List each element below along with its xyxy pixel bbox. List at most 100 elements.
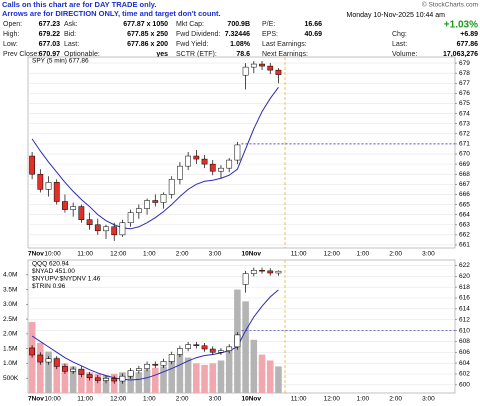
x-tick-label: 12:00 — [324, 396, 341, 403]
x-tick-label: 10:00 — [44, 396, 61, 403]
volume-bar — [176, 354, 184, 393]
candle-body — [275, 69, 282, 75]
volume-bar — [250, 339, 258, 393]
volume-bar — [69, 366, 77, 393]
quote-value: 677.85 x 250 — [127, 31, 168, 38]
y-tick-label: 672 — [459, 131, 470, 138]
quote-value: 78.6 — [236, 51, 250, 58]
candle-body — [119, 375, 126, 382]
y-tick-label: 600 — [459, 382, 470, 389]
candle-body — [193, 155, 200, 160]
volume-bar — [78, 369, 85, 393]
quote-value: 700.9B — [227, 21, 250, 28]
candle-body — [94, 224, 101, 232]
candle-body — [144, 363, 150, 369]
x-tick-label: 11:00 — [77, 251, 93, 258]
candle-body — [70, 368, 77, 372]
quote-value: 679.22 — [39, 31, 61, 38]
candle-body — [45, 358, 52, 363]
x-tick-label: 3:00 — [422, 396, 435, 403]
y2-tick-label: 1.0M — [3, 360, 17, 367]
x-tick-label: 2:00 — [176, 396, 189, 403]
candle-body — [127, 212, 134, 223]
candle-body — [53, 358, 60, 367]
quote-label: P/E: — [262, 21, 275, 28]
quote-value: 677.03 — [39, 41, 61, 48]
volume-bar — [242, 301, 249, 393]
y-tick-label: 616 — [459, 295, 470, 302]
candle-body — [103, 226, 109, 232]
candle-body — [193, 344, 200, 347]
y-tick-label: 667 — [459, 181, 470, 188]
plot-frame — [27, 56, 456, 249]
y-tick-label: 610 — [459, 327, 470, 334]
legend-entry: $NYUPV:$NYDNV 1.46 — [32, 276, 101, 283]
x-tick-label: 1:00 — [143, 251, 156, 258]
candle-body — [62, 201, 68, 210]
x-tick-label: 3:00 — [209, 396, 222, 403]
candle-body — [45, 182, 52, 190]
candle-body — [250, 63, 257, 68]
volume-bar — [209, 363, 217, 393]
quote-value: 677.86 — [457, 41, 479, 48]
quote-label: Mkt Cap: — [176, 21, 204, 28]
date: Monday 10-Nov-2025 10:44 am — [347, 12, 446, 19]
candle-body — [160, 361, 167, 366]
candle-body — [144, 200, 150, 209]
y-tick-label: 669 — [459, 161, 470, 168]
volume-bar — [217, 360, 225, 393]
y-tick-label: 670 — [459, 151, 470, 158]
candle-body — [201, 158, 208, 165]
candle-body — [250, 270, 257, 274]
candle-body — [127, 370, 134, 377]
candle-body — [29, 347, 35, 356]
y-tick-label: 663 — [459, 221, 470, 228]
candle-body — [53, 182, 60, 202]
volume-bar — [37, 342, 44, 393]
quote-value: 7.32446 — [225, 31, 250, 38]
candle-body — [267, 270, 274, 274]
x-tick-label: 2:00 — [176, 251, 189, 258]
quote-label: Fwd Yield: — [176, 41, 208, 48]
y-tick-label: 671 — [459, 141, 470, 148]
candle-body — [168, 354, 175, 362]
volume-bar — [193, 363, 200, 393]
candle-body — [177, 165, 183, 180]
candle-body — [218, 167, 224, 172]
plot-frame — [27, 259, 456, 394]
candle-body — [218, 350, 224, 353]
legend-entry: $NYAD 451.00 — [32, 268, 75, 275]
y-tick-label: 664 — [459, 211, 470, 218]
y-tick-label: 614 — [459, 306, 470, 313]
candle-body — [103, 378, 109, 381]
y-tick-label: 674 — [459, 110, 470, 117]
y-tick-label: 675 — [459, 100, 470, 107]
candle-body — [37, 354, 44, 363]
x-tick-label: 1:00 — [356, 396, 369, 403]
candle-body — [135, 208, 142, 213]
quote-value: 677.23 — [39, 21, 61, 28]
candle-body — [29, 155, 35, 175]
candle-body — [226, 159, 233, 169]
candle-body — [78, 368, 85, 375]
candle-body — [111, 378, 118, 382]
candle-body — [234, 334, 241, 348]
y-tick-label: 665 — [459, 201, 470, 208]
x-tick-label: 12:00 — [110, 396, 127, 403]
y2-tick-label: 1.5M — [3, 345, 17, 352]
quote-label: Low: — [3, 41, 18, 48]
quote-label: Fwd Dividend: — [176, 31, 220, 38]
x-tick-label: 10Nov — [242, 396, 262, 403]
y-tick-label: 661 — [459, 242, 470, 249]
candle-body — [234, 144, 241, 161]
volume-bar — [45, 351, 52, 393]
y-tick-label: 679 — [459, 60, 470, 67]
quote-label: SCTR (ETF): — [176, 51, 217, 58]
y2-tick-label: 2.0M — [3, 331, 17, 338]
x-tick-label: 11:00 — [291, 251, 307, 258]
candle-body — [259, 270, 265, 272]
note: Calls on this chart are for DAY TRADE on… — [2, 0, 156, 9]
volume-bar — [102, 375, 110, 393]
quote-label: Bid: — [64, 31, 76, 38]
quote-label: EPS: — [262, 31, 278, 38]
